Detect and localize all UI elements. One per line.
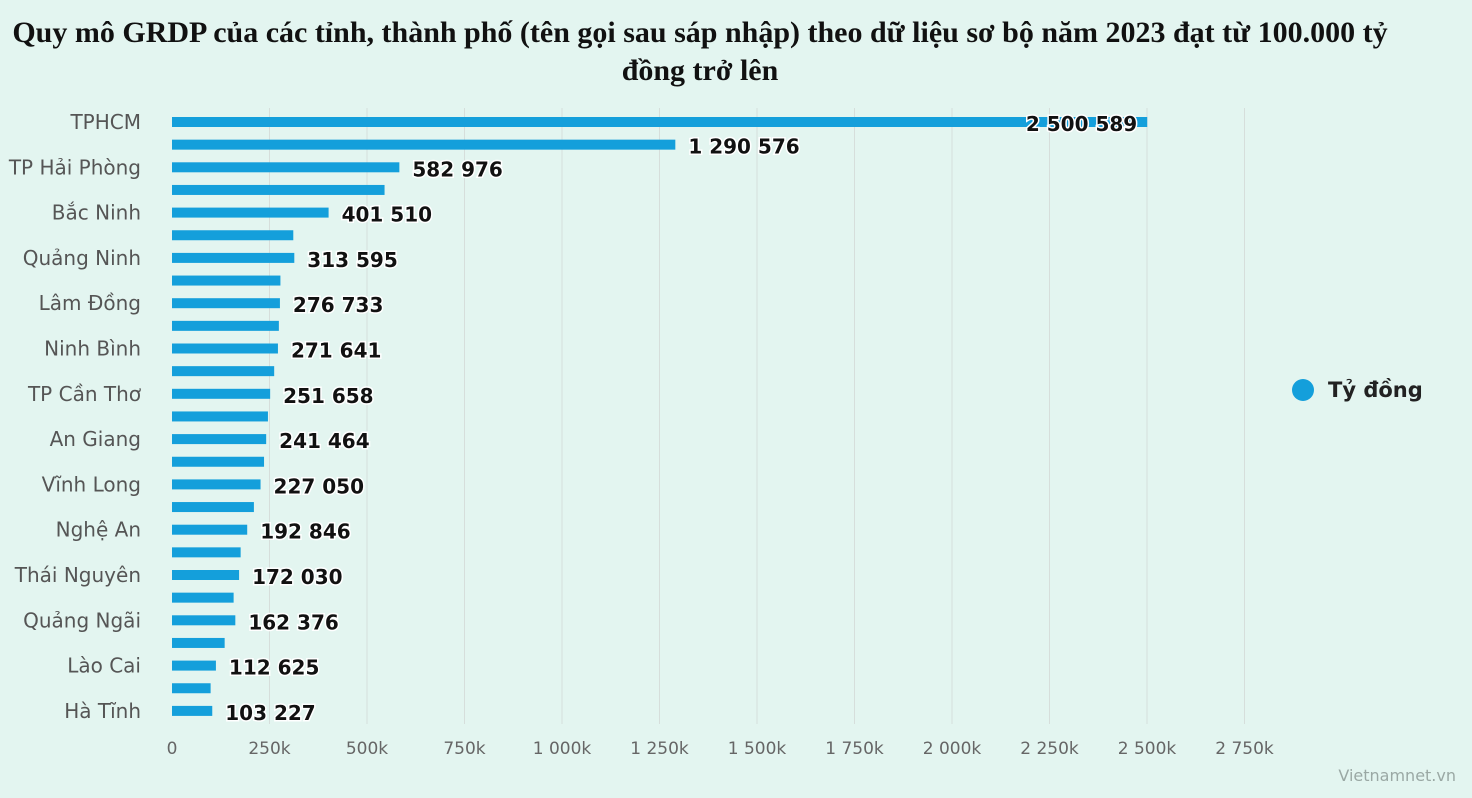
bar[interactable] xyxy=(172,117,1148,127)
legend-label: Tỷ đồng xyxy=(1328,378,1423,402)
category-label: Bắc Ninh xyxy=(52,201,141,225)
x-tick-label: 1 750k xyxy=(825,739,884,759)
x-tick-label: 0 xyxy=(167,739,178,759)
bar[interactable] xyxy=(172,388,271,399)
data-label: 103 227 xyxy=(225,701,315,725)
data-label: 227 050 xyxy=(274,474,364,498)
category-label: Lào Cai xyxy=(67,654,141,678)
x-tick-label: 2 750k xyxy=(1215,739,1274,759)
data-labels: 2 500 589 1 290 576 582 976 401 510 313 595 2… xyxy=(224,111,1139,727)
source-credit: Vietnamnet.vn xyxy=(1338,766,1456,785)
data-label: 313 595 xyxy=(307,248,397,272)
x-tick-label: 250k xyxy=(248,739,290,759)
bar[interactable] xyxy=(172,456,265,467)
category-label: Quảng Ngãi xyxy=(23,608,141,632)
bar[interactable] xyxy=(172,683,211,694)
bar[interactable] xyxy=(172,615,236,626)
data-label: 401 510 xyxy=(342,203,432,227)
data-label: 112 625 xyxy=(229,656,319,680)
bar[interactable] xyxy=(172,207,329,218)
x-tick-label: 1 250k xyxy=(630,739,689,759)
bar[interactable] xyxy=(172,298,280,309)
category-labels: TPHCM TP Hải Phòng Bắc Ninh Quảng Ninh Lâm Đ… xyxy=(8,110,142,723)
category-label: TP Cần Thơ xyxy=(27,382,142,406)
bar[interactable] xyxy=(172,502,254,513)
x-axis-tick-labels: 0 250k 500k 750k 1 000k 1 250k 1 500k 1 750k 2 0… xyxy=(167,739,1274,759)
legend[interactable]: Tỷ đồng xyxy=(1292,378,1423,402)
bar[interactable] xyxy=(172,524,248,535)
category-label: Nghệ An xyxy=(56,518,141,542)
category-label: Ninh Bình xyxy=(44,337,141,361)
bar[interactable] xyxy=(172,660,216,671)
category-label: Vĩnh Long xyxy=(42,472,141,496)
data-label: 192 846 xyxy=(260,520,350,544)
x-tick-label: 2 000k xyxy=(923,739,982,759)
x-tick-label: 2 500k xyxy=(1118,739,1177,759)
data-label: 251 658 xyxy=(283,384,373,408)
bar[interactable] xyxy=(172,162,400,173)
data-label: 582 976 xyxy=(412,157,502,181)
bar[interactable] xyxy=(172,275,281,286)
data-label: 2 500 589 xyxy=(1026,112,1137,136)
bar[interactable] xyxy=(172,637,225,648)
bars xyxy=(172,117,1148,716)
data-label: 172 030 xyxy=(252,565,342,589)
category-label: Thái Nguyên xyxy=(14,563,141,587)
data-label: 276 733 xyxy=(293,293,383,317)
data-label: 162 376 xyxy=(248,610,338,634)
bar[interactable] xyxy=(172,184,385,195)
category-label: An Giang xyxy=(50,427,141,451)
bar[interactable] xyxy=(172,705,213,716)
x-tick-label: 1 500k xyxy=(728,739,787,759)
x-tick-label: 1 000k xyxy=(533,739,592,759)
bar[interactable] xyxy=(172,320,279,331)
bar[interactable] xyxy=(172,139,676,150)
bar[interactable] xyxy=(172,434,267,445)
grid-lines xyxy=(269,108,1245,724)
bar[interactable] xyxy=(172,570,240,580)
bar[interactable] xyxy=(172,547,241,558)
bar[interactable] xyxy=(172,252,295,263)
x-tick-label: 500k xyxy=(346,739,388,759)
data-label: 1 290 576 xyxy=(688,135,799,159)
category-label: TPHCM xyxy=(69,110,141,134)
bar[interactable] xyxy=(172,343,278,354)
bar[interactable] xyxy=(172,366,275,377)
bar[interactable] xyxy=(172,592,234,603)
bar[interactable] xyxy=(172,411,268,422)
category-label: Quảng Ninh xyxy=(23,246,141,270)
legend-marker-icon xyxy=(1292,379,1314,401)
bar[interactable] xyxy=(172,230,294,241)
data-label: 271 641 xyxy=(291,339,381,363)
x-tick-label: 750k xyxy=(443,739,485,759)
category-label: TP Hải Phòng xyxy=(8,155,141,179)
category-label: Lâm Đồng xyxy=(39,291,141,315)
chart-title: Quy mô GRDP của các tỉnh, thành phố (tên… xyxy=(12,16,1388,87)
bar[interactable] xyxy=(172,479,261,490)
x-tick-label: 2 250k xyxy=(1020,739,1079,759)
category-label: Hà Tĩnh xyxy=(64,699,141,723)
data-label: 241 464 xyxy=(279,429,369,453)
